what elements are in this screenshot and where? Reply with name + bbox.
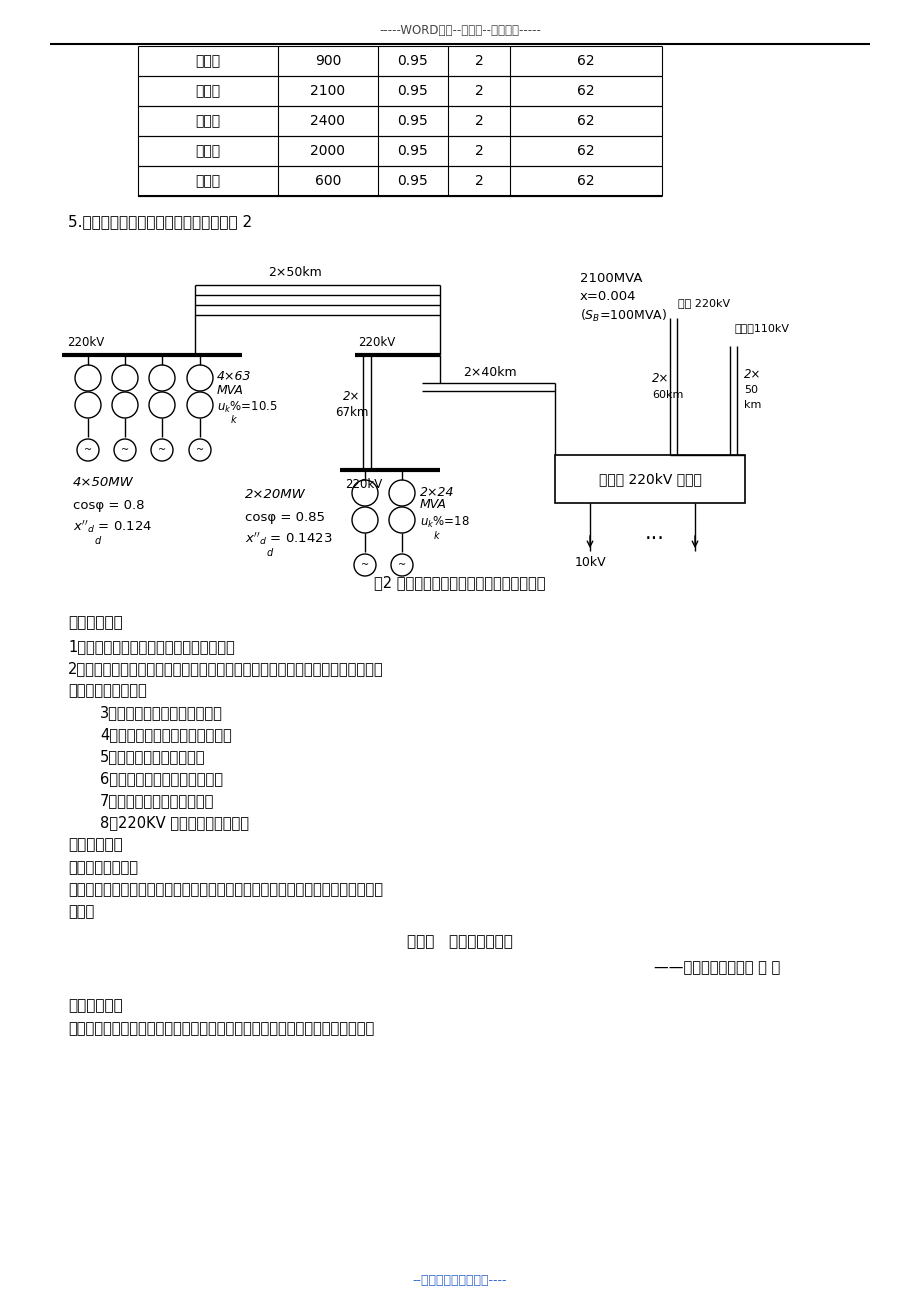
Text: 2×50km: 2×50km (267, 267, 322, 280)
FancyBboxPatch shape (554, 454, 744, 503)
Text: $d$: $d$ (94, 534, 102, 546)
Text: 4×63: 4×63 (217, 371, 251, 384)
Text: 62: 62 (576, 53, 595, 68)
Text: 2: 2 (474, 174, 482, 187)
Text: 2400: 2400 (311, 115, 346, 128)
Text: 0.95: 0.95 (397, 174, 428, 187)
Text: 62: 62 (576, 174, 595, 187)
Text: ~: ~ (196, 445, 204, 454)
Text: 2×: 2× (652, 371, 669, 384)
Text: 0.95: 0.95 (397, 53, 428, 68)
Text: km: km (743, 400, 761, 410)
Text: 炼油厂: 炼油厂 (195, 145, 221, 158)
Text: 0.95: 0.95 (397, 115, 428, 128)
Text: 6．进行继电保护的规划设计。: 6．进行继电保护的规划设计。 (100, 771, 222, 786)
Text: 600: 600 (314, 174, 341, 187)
Text: ——指导老师：姜永豪 金 鑫: ——指导老师：姜永豪 金 鑫 (653, 960, 779, 975)
Text: ~: ~ (398, 560, 405, 570)
Text: ~: ~ (158, 445, 166, 454)
Text: 5．设计和校验母线系统。: 5．设计和校验母线系统。 (100, 749, 205, 764)
Text: 机械厂: 机械厂 (195, 53, 221, 68)
Text: 2: 2 (474, 85, 482, 98)
Text: 课题二   工厂变电所设计: 课题二 工厂变电所设计 (406, 934, 513, 949)
Text: cosφ = 0.8: cosφ = 0.8 (73, 499, 144, 512)
Text: 220kV: 220kV (67, 336, 104, 349)
Text: 饲料厂: 饲料厂 (195, 174, 221, 187)
Text: 2100MVA: 2100MVA (579, 272, 641, 285)
Text: 8．220KV 高压配电装置设计。: 8．220KV 高压配电装置设计。 (100, 815, 249, 829)
Text: ($S_B$=100MVA): ($S_B$=100MVA) (579, 309, 666, 324)
Text: 3．进行必要的短路电流计算。: 3．进行必要的短路电流计算。 (100, 704, 222, 720)
Text: $k$: $k$ (433, 529, 440, 542)
Text: 220kV: 220kV (345, 478, 381, 491)
Text: $x''_d$ = 0.124: $x''_d$ = 0.124 (73, 518, 152, 535)
Text: ~: ~ (120, 445, 129, 454)
Text: 待设计 220kV 变电所: 待设计 220kV 变电所 (598, 473, 700, 486)
Text: 900: 900 (314, 53, 341, 68)
Text: 2000: 2000 (311, 145, 346, 158)
Text: 62: 62 (576, 145, 595, 158)
Text: 2: 2 (474, 115, 482, 128)
Text: MVA: MVA (420, 499, 447, 512)
Text: 2×: 2× (743, 368, 761, 381)
Text: 2100: 2100 (310, 85, 346, 98)
Text: 7．进行防雷保护规划设计。: 7．进行防雷保护规划设计。 (100, 793, 214, 809)
Text: 确定一个较佳方案。: 确定一个较佳方案。 (68, 684, 147, 698)
Text: 汽车厂: 汽车厂 (195, 85, 221, 98)
Text: $x''_d$ = 0.1423: $x''_d$ = 0.1423 (244, 531, 332, 547)
Text: 62: 62 (576, 85, 595, 98)
Text: 67km: 67km (335, 405, 369, 418)
Text: ~: ~ (84, 445, 92, 454)
Text: 0.95: 0.95 (397, 85, 428, 98)
Text: 系统 220kV: 系统 220kV (677, 298, 730, 309)
Text: cosφ = 0.85: cosφ = 0.85 (244, 510, 324, 523)
Text: -----WORD格式--可编辑--专业资料-----: -----WORD格式--可编辑--专业资料----- (379, 23, 540, 36)
Text: 4．选择和校验所需的电气设备。: 4．选择和校验所需的电气设备。 (100, 727, 232, 742)
Text: 2: 2 (474, 53, 482, 68)
Text: 2×24: 2×24 (420, 486, 454, 499)
Text: 2×40km: 2×40km (462, 366, 516, 379)
Text: x=0.004: x=0.004 (579, 289, 636, 302)
Text: 【设计任务】: 【设计任务】 (68, 615, 122, 630)
Text: 62: 62 (576, 115, 595, 128)
Text: 附录。: 附录。 (68, 904, 94, 919)
Text: $u_k$%=10.5: $u_k$%=10.5 (217, 400, 278, 414)
Text: 图2 待设计变电所与电力系统的连接电路图: 图2 待设计变电所与电力系统的连接电路图 (374, 575, 545, 591)
Text: 本课题设计属于二级电力负荷。如果中断供电造成的后果十分严重，因此在高压: 本课题设计属于二级电力负荷。如果中断供电造成的后果十分严重，因此在高压 (68, 1021, 374, 1036)
Text: 2×20MW: 2×20MW (244, 488, 305, 501)
Text: 2．设计变电所的电气主接线，选出数个电气主接线方案进行技术经济综合比较，: 2．设计变电所的电气主接线，选出数个电气主接线方案进行技术经济综合比较， (68, 661, 383, 676)
Text: 【原始资料】: 【原始资料】 (68, 999, 122, 1013)
Text: $k$: $k$ (230, 413, 238, 424)
Text: 50: 50 (743, 385, 757, 395)
Text: 2×: 2× (343, 391, 360, 404)
Text: 炼钢厂110kV: 炼钢厂110kV (734, 323, 789, 333)
Text: 毕业设计书一份。: 毕业设计书一份。 (68, 861, 138, 875)
Text: 10kV: 10kV (573, 556, 605, 569)
Text: $d$: $d$ (266, 546, 274, 559)
Text: 2: 2 (474, 145, 482, 158)
Text: ...: ... (644, 523, 664, 543)
Text: MVA: MVA (217, 384, 244, 397)
Text: 5.待建变电所与电力系统的连接情况如图 2: 5.待建变电所与电力系统的连接情况如图 2 (68, 215, 252, 229)
Text: 1．选择变电所主变的台数、容量和类型。: 1．选择变电所主变的台数、容量和类型。 (68, 639, 234, 654)
Text: ~: ~ (360, 560, 369, 570)
Text: --完整版学习资料分享----: --完整版学习资料分享---- (413, 1273, 506, 1286)
Text: $u_k$%=18: $u_k$%=18 (420, 514, 469, 530)
Text: 0.95: 0.95 (397, 145, 428, 158)
Text: 电机厂: 电机厂 (195, 115, 221, 128)
Text: 【设计要求】: 【设计要求】 (68, 837, 122, 852)
Text: 4×50MW: 4×50MW (73, 477, 133, 490)
Text: 60km: 60km (652, 391, 683, 400)
Text: 220kV: 220kV (357, 336, 395, 349)
Text: 毕业设计书的组成：封面；毕业设计任务书；目录；说明书；计算书；参考文献；: 毕业设计书的组成：封面；毕业设计任务书；目录；说明书；计算书；参考文献； (68, 881, 382, 897)
